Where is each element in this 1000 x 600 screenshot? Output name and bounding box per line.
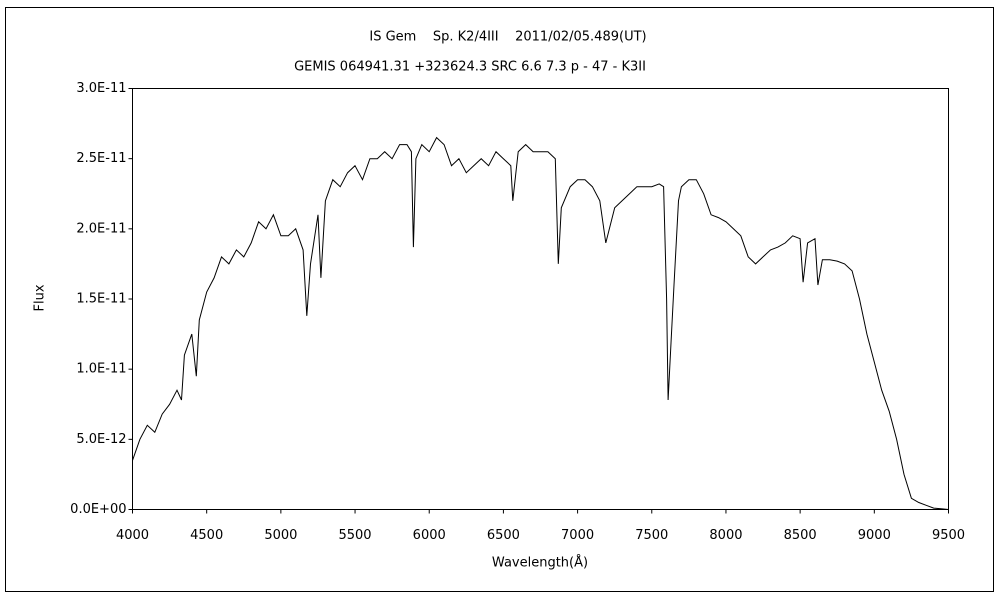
x-tick-label: 5000 xyxy=(264,528,297,543)
x-tick-label: 5500 xyxy=(338,528,371,543)
x-tick-label: 7500 xyxy=(635,528,668,543)
x-tick-label: 9500 xyxy=(932,528,965,543)
y-tick-label: 0.0E+00 xyxy=(70,502,126,517)
y-axis-label: Flux xyxy=(33,284,48,311)
y-tick-label: 2.0E-11 xyxy=(76,221,126,236)
x-tick-label: 9000 xyxy=(858,528,891,543)
x-axis-label: Wavelength(Å) xyxy=(492,555,588,571)
x-tick-label: 6500 xyxy=(487,528,520,543)
x-tick-label: 6000 xyxy=(413,528,446,543)
y-tick-label: 2.5E-11 xyxy=(76,151,126,166)
x-tick-label: 7000 xyxy=(561,528,594,543)
y-tick-label: 3.0E-11 xyxy=(76,81,126,96)
spectrum-line xyxy=(132,136,949,510)
x-tick-label: 8500 xyxy=(784,528,817,543)
y-tick-label: 1.5E-11 xyxy=(76,292,126,307)
x-tick-label: 8000 xyxy=(709,528,742,543)
chart-subtitle: GEMIS 064941.31 +323624.3 SRC 6.6 7.3 p … xyxy=(294,60,646,75)
chart-title: IS Gem Sp. K2/4III 2011/02/05.489(UT) xyxy=(369,30,646,45)
y-tick-label: 1.0E-11 xyxy=(76,362,126,377)
chart-border xyxy=(5,7,994,592)
y-tick-label: 5.0E-12 xyxy=(76,432,126,447)
x-tick-label: 4500 xyxy=(190,528,223,543)
x-tick-label: 4000 xyxy=(116,528,149,543)
